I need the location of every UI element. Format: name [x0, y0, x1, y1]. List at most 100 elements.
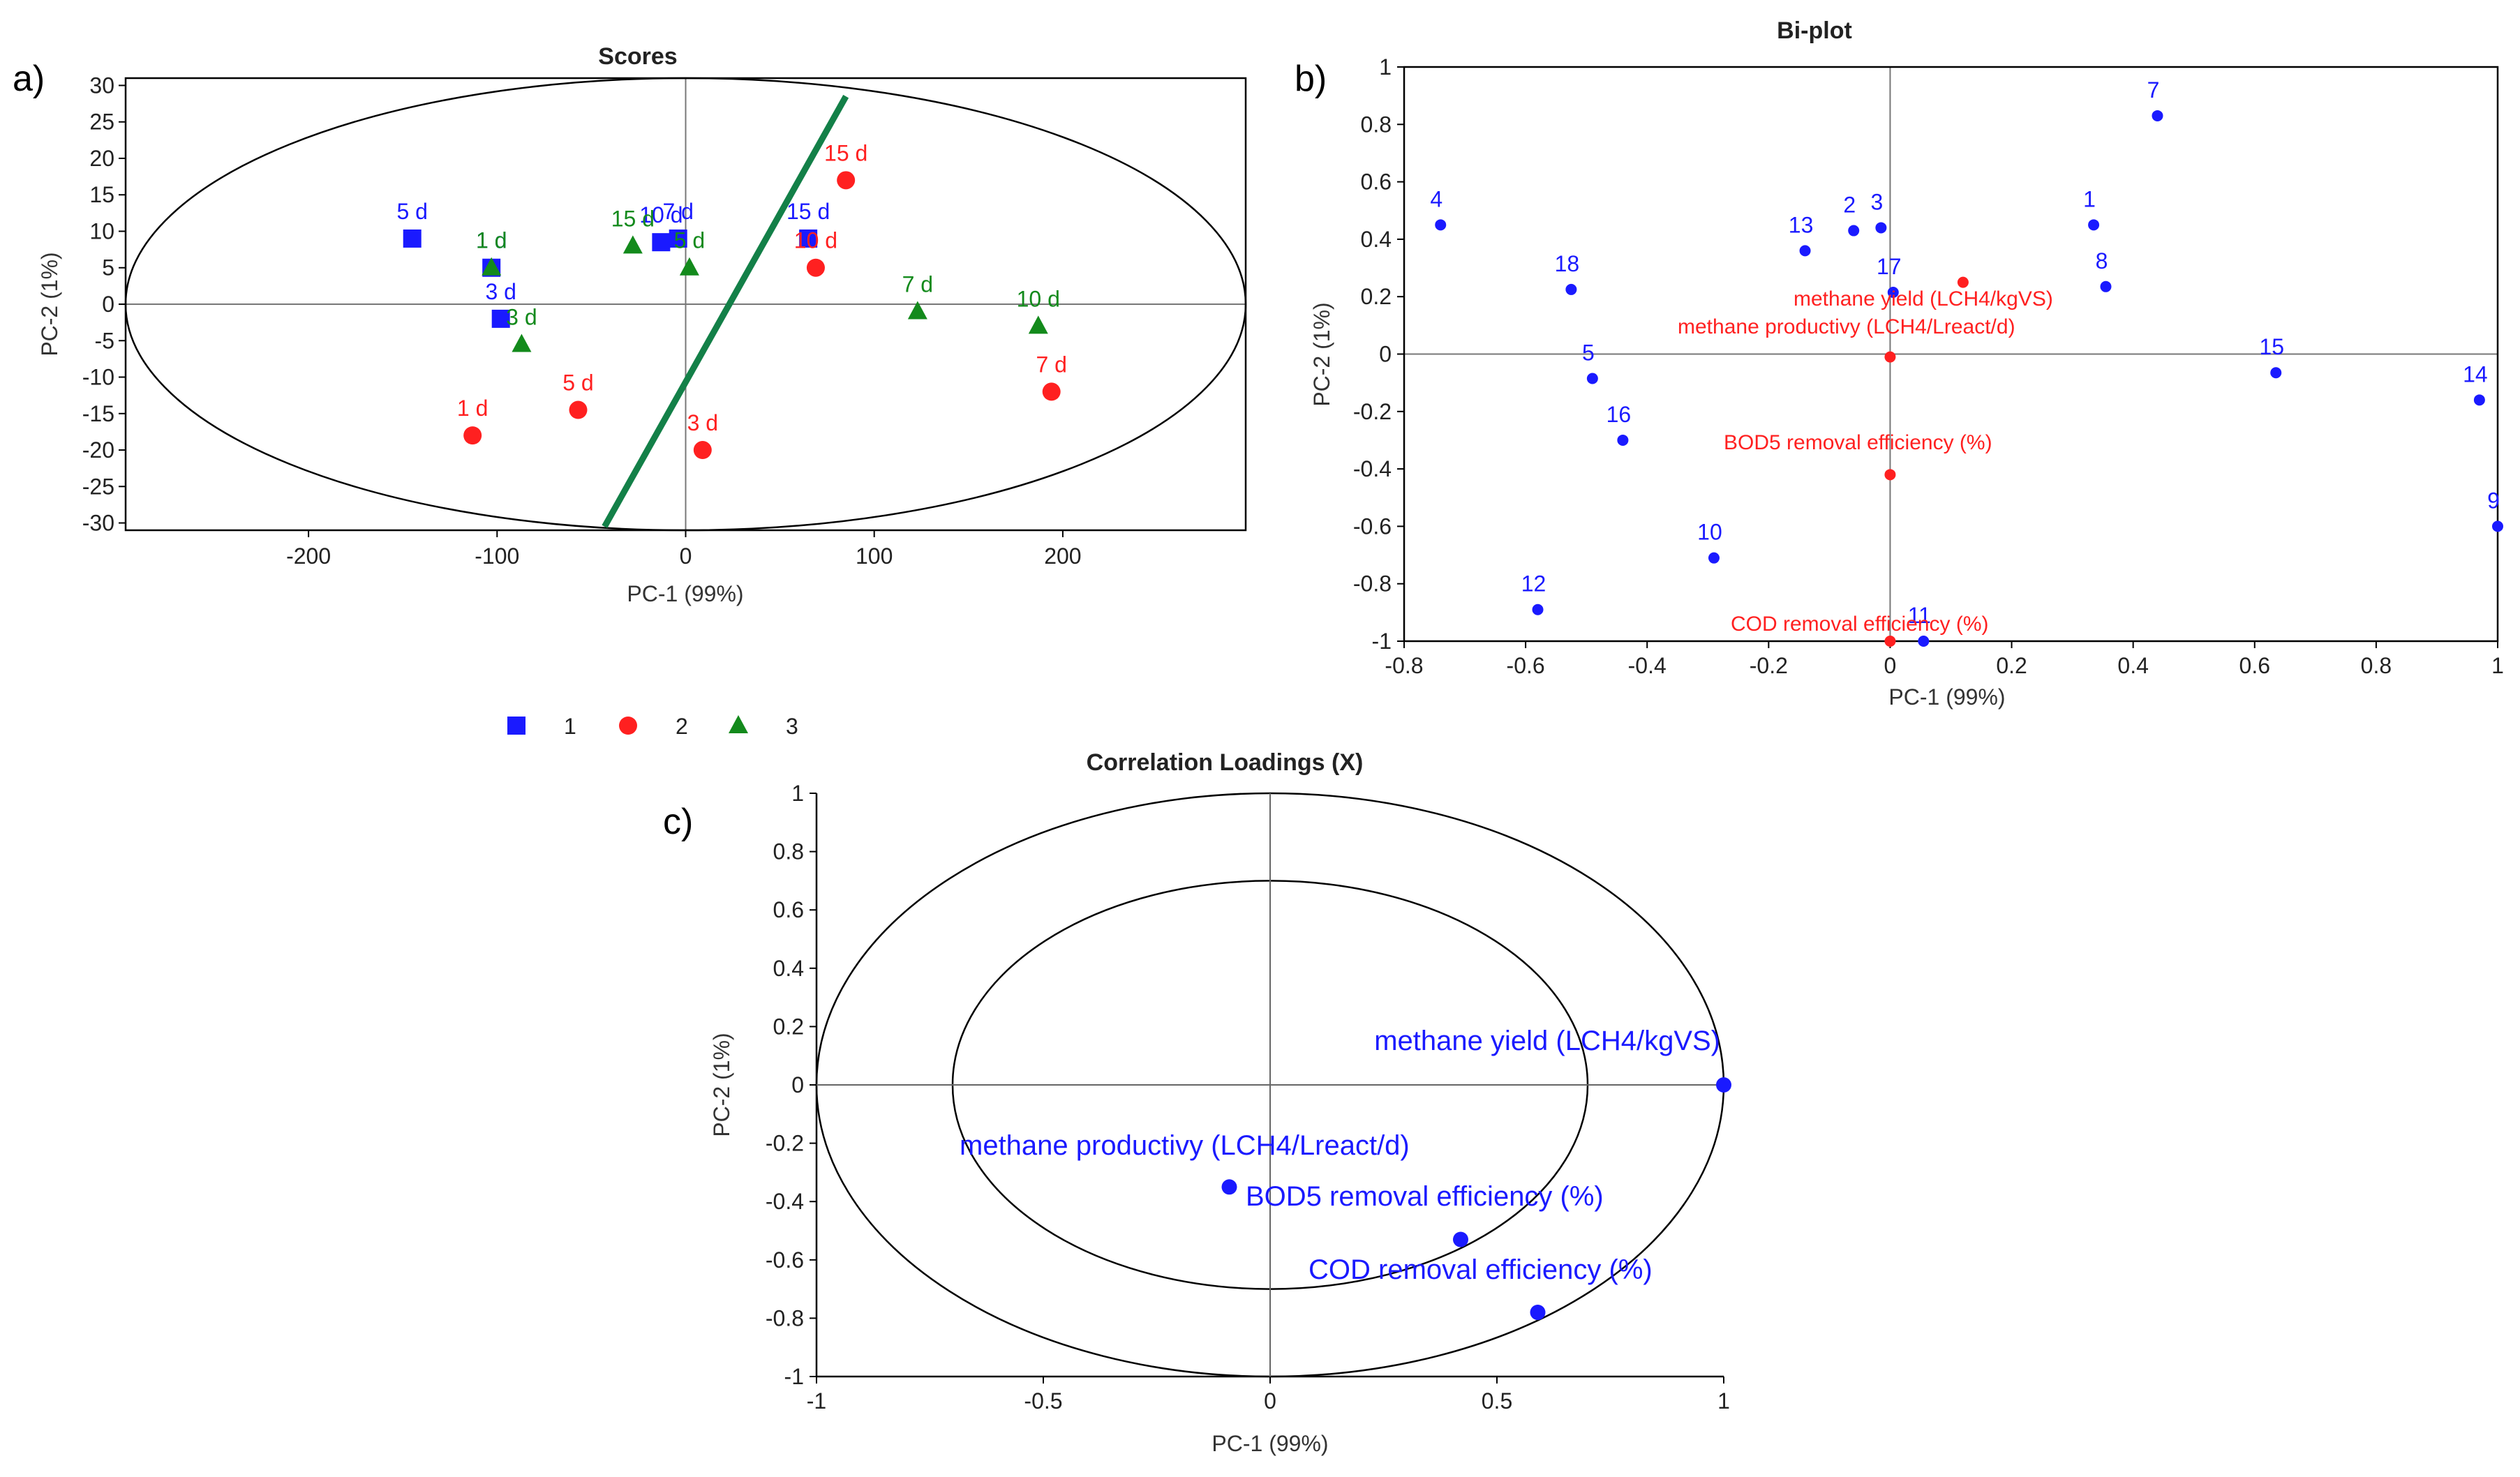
- biplot-sample-label: 16: [1606, 402, 1632, 427]
- correlation-y-tick-label: 0.6: [773, 897, 804, 922]
- scores-point-group-1: [669, 229, 687, 248]
- biplot-sample-16: [1617, 434, 1629, 446]
- biplot-sample-label: 12: [1521, 571, 1546, 597]
- scores-x-tick-label: 0: [680, 543, 692, 569]
- scores-point-label: 3 d: [485, 279, 516, 304]
- biplot-title: Bi-plot: [1777, 17, 1852, 44]
- scores-point-group-3: [482, 257, 502, 276]
- scores-x-axis-label: PC-1 (99%): [627, 581, 743, 606]
- scores-point-label: 10 d: [639, 202, 683, 227]
- biplot-sample-17: [1887, 287, 1899, 299]
- biplot-x-tick-label: 0.6: [2239, 653, 2270, 678]
- biplot-y-tick-label: 0.4: [1361, 227, 1392, 252]
- scores-point-group-2: [693, 441, 712, 460]
- correlation-point-cod-removal-efficiency: [1530, 1305, 1546, 1321]
- biplot-sample-10: [1708, 552, 1720, 564]
- correlation-zero-axes: [817, 793, 1724, 1377]
- correlation-point-label: COD removal efficiency (%): [1309, 1254, 1653, 1285]
- scores-point-label: 15 d: [611, 206, 655, 231]
- biplot-x-ticks: -0.8 -0.6 -0.4 -0.2 0 0.2 0.4 0.6 0.8 1: [1385, 641, 2504, 678]
- scores-y-ticks: 30 25 20 15 10 5 0 -5 -10 -15 -20 -25 -30: [82, 73, 126, 536]
- biplot-sample-label: 4: [1430, 186, 1442, 211]
- scores-point-group-1: [799, 229, 818, 248]
- correlation-y-ticks: 1 0.8 0.6 0.4 0.2 0 -0.2 -0.4 -0.6 -0.8 -1: [766, 781, 818, 1389]
- biplot-gridlines: [1404, 67, 2498, 641]
- correlation-y-axis-label: PC-2 (1%): [709, 1033, 734, 1137]
- legend-label-3: 3: [786, 714, 798, 739]
- correlation-y-tick-label: -0.2: [766, 1131, 804, 1156]
- biplot-y-axis-label: PC-2 (1%): [1309, 302, 1334, 406]
- biplot-sample-label: 2: [1843, 193, 1856, 218]
- correlation-y-tick-label: 0.4: [773, 956, 804, 981]
- correlation-x-axis-label: PC-1 (99%): [1211, 1431, 1328, 1456]
- biplot-sample-2: [1848, 225, 1860, 237]
- biplot-sample-1: [2088, 219, 2100, 231]
- biplot-sample-3: [1875, 222, 1887, 234]
- biplot-x-tick-label: 0.2: [1996, 653, 2027, 678]
- scores-x-tick-label: 200: [1044, 543, 1081, 569]
- correlation-y-tick-label: 0.2: [773, 1014, 804, 1039]
- scores-point-group-2: [569, 400, 588, 419]
- scores-x-tick-label: 100: [856, 543, 893, 569]
- scores-y-tick-label: 5: [102, 255, 114, 280]
- scores-point-label: 5 d: [396, 199, 427, 224]
- biplot-sample-5: [1586, 373, 1598, 384]
- biplot-sample-14: [2473, 394, 2485, 406]
- biplot-y-tick-label: 0.8: [1361, 112, 1392, 137]
- correlation-y-tick-label: -0.8: [766, 1305, 804, 1330]
- scores-point-label: 5 d: [562, 370, 593, 396]
- correlation-point-methane-yield-lch4-kgvs: [1716, 1077, 1731, 1093]
- biplot-y-tick-label: -0.6: [1353, 513, 1392, 539]
- biplot-sample-label: 11: [1908, 603, 1931, 628]
- biplot-y-ticks: 1 0.8 0.6 0.4 0.2 0 -0.2 -0.4 -0.6 -0.8 -1: [1353, 54, 1404, 654]
- biplot-y-tick-label: -0.4: [1353, 456, 1392, 481]
- scores-title: Scores: [598, 43, 677, 70]
- biplot-y-tick-label: 1: [1379, 54, 1392, 80]
- scores-point-group-1: [652, 233, 671, 252]
- correlation-y-tick-label: 1: [791, 781, 804, 806]
- biplot-y-tick-label: -1: [1372, 629, 1392, 654]
- scores-y-tick-label: -5: [95, 328, 114, 353]
- scores-point-label: 3 d: [506, 304, 537, 329]
- scores-point-label: 5 d: [674, 228, 705, 253]
- biplot-x-tick-label: -0.2: [1750, 653, 1788, 678]
- correlation-x-tick-label: -0.5: [1024, 1388, 1062, 1414]
- scores-x-tick-label: -100: [475, 543, 519, 569]
- biplot-x-tick-label: -0.4: [1628, 653, 1667, 678]
- scores-y-tick-label: 30: [89, 73, 114, 98]
- biplot-sample-18: [1565, 283, 1577, 295]
- biplot-variable-bod5-removal-efficiency: [1884, 469, 1896, 481]
- scores-point-group-3: [622, 235, 643, 254]
- biplot-sample-8: [2100, 280, 2112, 292]
- correlation-point-label: BOD5 removal efficiency (%): [1246, 1181, 1604, 1212]
- correlation-loadings-chart: Correlation Loadings (X) 10.80.60.40.20-…: [709, 749, 1731, 1456]
- scores-divider-line: [602, 94, 849, 528]
- correlation-y-tick-label: -0.6: [766, 1247, 804, 1273]
- correlation-x-tick-label: 0: [1264, 1388, 1276, 1414]
- scores-point-label: 10 d: [1017, 286, 1060, 311]
- biplot-x-tick-label: 0.8: [2361, 653, 2392, 678]
- biplot-variable-cod-removal-efficiency: [1884, 636, 1896, 647]
- scores-point-group-3: [1028, 315, 1048, 334]
- correlation-point-bod5-removal-efficiency: [1453, 1231, 1468, 1247]
- biplot-sample-7: [2152, 110, 2163, 121]
- biplot-x-tick-label: 0.4: [2117, 653, 2148, 678]
- scores-point-group-3: [907, 301, 927, 320]
- correlation-point-label: methane yield (LCH4/kgVS): [1374, 1026, 1720, 1056]
- scores-point-label: 15 d: [786, 199, 830, 224]
- scores-point-group-3: [512, 333, 532, 352]
- scores-point-group-2: [806, 258, 825, 277]
- biplot-x-tick-label: -0.8: [1385, 653, 1423, 678]
- biplot-variable-methane-productivy-lch4-lreact-d: [1884, 351, 1896, 363]
- biplot-variable-label: methane productivy (LCH4/Lreact/d): [1678, 315, 2015, 338]
- scores-y-tick-label: -30: [82, 511, 114, 536]
- biplot-sample-label: 10: [1697, 520, 1722, 545]
- scores-points: 5 d1 d3 d10 d7 d 15 d15 d10 d5 d1 d3 d7 d…: [396, 140, 1067, 460]
- biplot-x-tick-label: 1: [2491, 653, 2504, 678]
- correlation-x-ticks: -1 -0.5 0 0.5 1: [807, 1375, 1730, 1414]
- scores-y-tick-label: 15: [89, 182, 114, 207]
- correlation-y-tick-label: -0.4: [766, 1189, 804, 1214]
- biplot-y-tick-label: -0.2: [1353, 399, 1392, 424]
